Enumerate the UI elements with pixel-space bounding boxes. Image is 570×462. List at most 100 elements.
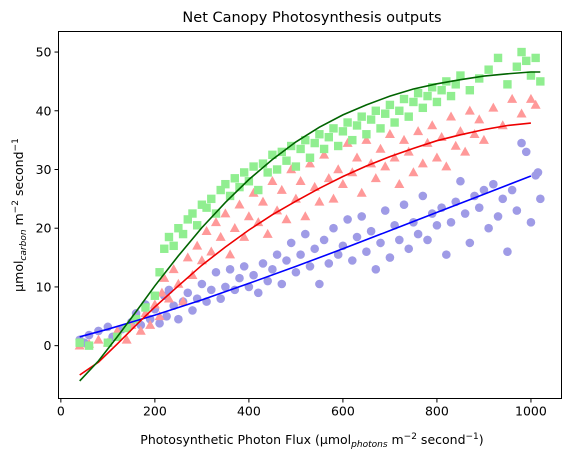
series-0-point-36 [258,259,268,268]
series-2-point-13 [178,229,188,239]
series-0-point-88 [503,247,512,256]
series-1-point-82 [478,134,489,144]
series-1-point-14 [159,272,170,282]
y-axis-label-mid2: second [11,151,26,200]
series-2-point-64 [418,103,428,113]
series-2-point-62 [409,97,418,107]
series-2-point-28 [249,162,258,171]
series-0-point-78 [456,176,465,186]
series-0-point-95 [536,194,545,204]
series-1-point-76 [450,140,461,150]
series-1-point-8 [135,325,146,335]
series-2-point-72 [456,71,465,80]
series-0-point-63 [385,253,395,262]
series-2-point-44 [324,132,334,142]
series-1-point-36 [262,228,273,238]
y-tick-label-4: 40 [36,103,52,118]
series-1-point-79 [464,105,475,115]
series-2-point-17 [197,200,207,209]
series-2-point-52 [362,130,371,139]
series-2-point-47 [338,127,348,136]
chart-title: Net Canopy Photosynthesis outputs [182,10,441,26]
series-2-point-77 [503,80,512,89]
series-2-point-4 [122,323,131,333]
series-1-point-33 [248,187,259,197]
series-2-point-48 [343,118,352,127]
series-0-point-38 [268,265,277,274]
series-1-point-80 [469,129,480,139]
series-1-point-66 [403,146,414,156]
series-0-point-84 [484,223,493,233]
series-2-point-78 [512,62,522,71]
series-1-point-59 [370,173,381,183]
series-2-point-67 [432,97,442,107]
series-0-point-16 [164,285,174,295]
series-1-point-11 [149,299,160,309]
series-0-point-44 [296,250,305,259]
series-0-point-93 [526,218,536,227]
series-2-point-11 [169,241,178,251]
series-1-point-77 [455,126,466,136]
series-1-point-34 [253,217,264,227]
series-0-point-71 [423,235,432,245]
series-1-point-30 [234,199,245,209]
series-1-point-83 [488,102,499,112]
series-2-point-33 [272,165,282,174]
series-0-point-18 [174,314,183,324]
series-1-point-9 [140,308,151,318]
series-2-point-2 [103,338,113,347]
series-2-point-63 [413,88,423,98]
series-2-point-71 [451,80,460,89]
series-1-point-18 [178,296,189,306]
series-1-point-28 [225,249,236,259]
series-0-point-40 [277,279,287,289]
x-tick-label-2: 400 [237,404,261,419]
series-1-point-78 [460,146,471,156]
series-1-point-74 [441,161,452,171]
series-0-point-79 [460,209,470,218]
series-1-point-31 [239,231,250,241]
series-2-point-60 [399,94,409,104]
series-2-point-19 [207,194,216,204]
series-1-point-41 [286,164,297,174]
y-tick-label-3: 30 [36,162,52,177]
series-2-point-79 [517,47,526,57]
series-2-point-30 [258,159,268,168]
series-1-point-44 [300,211,311,221]
series-0-point-67 [404,244,414,254]
y-axis-label-prefix: µmol [11,261,26,292]
series-0-point-51 [329,223,338,233]
series-1-point-81 [474,114,485,124]
x-axis-label-sup1: −2 [404,432,417,442]
series-2-point-54 [371,106,381,115]
series-0-point-52 [333,250,343,259]
fit-lines [79,71,541,382]
series-2-point-37 [291,162,301,171]
x-tick-label-1: 200 [143,404,167,419]
series-2-point-29 [254,185,263,195]
series-0-point-91 [517,138,526,148]
y-tick-label-0: 0 [44,338,52,353]
series-2-point-22 [221,179,230,189]
series-0-point-65 [395,235,404,245]
series-2-point-83 [536,77,545,86]
series-2-point-53 [366,115,376,124]
series-1-point-49 [323,173,334,183]
series-0-point-42 [286,238,296,248]
series-2-point-5 [131,315,141,324]
series-0-point-87 [498,194,508,204]
x-axis-label-sup2: −1 [466,432,479,442]
series-0-point-23 [197,279,207,289]
series-1-fit-line [79,122,531,376]
series-2-point-57 [385,100,395,110]
series-2-point-25 [235,182,244,192]
series-1-point-27 [220,208,231,218]
series-0-point-70 [418,191,428,201]
series-2-point-61 [404,112,413,121]
series-1-point-48 [319,149,330,159]
series-0-point-29 [225,265,235,274]
series-2-fit-line [79,71,541,382]
x-axis-label-sub: photons [350,440,388,450]
series-2-point-75 [484,65,493,74]
x-axis-label: Photosynthetic Photon Flux (µmolphotons … [140,432,483,450]
